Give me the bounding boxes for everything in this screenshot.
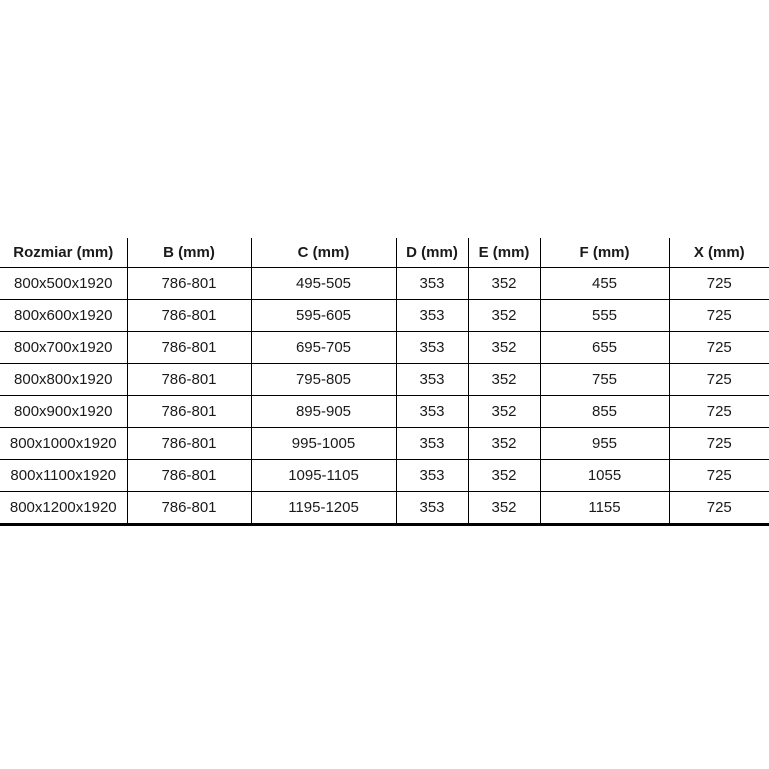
table-row: 800x600x1920 786-801 595-605 353 352 555 725 (0, 299, 769, 332)
table-cell: 725 (669, 299, 769, 332)
table-cell: 495-505 (251, 267, 397, 300)
table-cell: 595-605 (251, 299, 397, 332)
table-cell: 786-801 (127, 395, 252, 428)
table-cell: 786-801 (127, 427, 252, 460)
table-cell: 352 (468, 395, 541, 428)
table-cell: 955 (540, 427, 670, 460)
table-cell: 800x500x1920 (0, 267, 128, 300)
table-cell: 555 (540, 299, 670, 332)
table-cell: 855 (540, 395, 670, 428)
column-header: B (mm) (127, 238, 252, 268)
table-cell: 800x900x1920 (0, 395, 128, 428)
table-cell: 353 (396, 299, 469, 332)
table-row: 800x700x1920 786-801 695-705 353 352 655 725 (0, 331, 769, 364)
table-row: 800x1200x1920 786-801 1195-1205 353 352 1155 7… (0, 491, 769, 526)
table-header: Rozmiar (mm) B (mm) C (mm) D (mm) E (mm) F (m… (0, 238, 769, 268)
table-cell: 786-801 (127, 299, 252, 332)
table-cell: 353 (396, 459, 469, 492)
table-cell: 725 (669, 267, 769, 300)
table-cell: 352 (468, 363, 541, 396)
table-cell: 800x1000x1920 (0, 427, 128, 460)
column-header: D (mm) (396, 238, 469, 268)
column-header: E (mm) (468, 238, 541, 268)
table-cell: 1195-1205 (251, 491, 397, 526)
table-cell: 786-801 (127, 363, 252, 396)
table-cell: 352 (468, 459, 541, 492)
column-header: Rozmiar (mm) (0, 238, 128, 268)
table-cell: 725 (669, 331, 769, 364)
table-cell: 353 (396, 491, 469, 526)
table-cell: 755 (540, 363, 670, 396)
table-cell: 725 (669, 363, 769, 396)
table-cell: 800x600x1920 (0, 299, 128, 332)
table-cell: 1095-1105 (251, 459, 397, 492)
table-cell: 1155 (540, 491, 670, 526)
table-cell: 353 (396, 331, 469, 364)
table-cell: 895-905 (251, 395, 397, 428)
table-cell: 352 (468, 331, 541, 364)
table-cell: 352 (468, 267, 541, 300)
table-cell: 800x1100x1920 (0, 459, 128, 492)
dimensions-table: Rozmiar (mm) B (mm) C (mm) D (mm) E (mm) F (m… (0, 238, 769, 526)
table-cell: 786-801 (127, 459, 252, 492)
table-cell: 352 (468, 299, 541, 332)
table-cell: 725 (669, 395, 769, 428)
table-cell: 655 (540, 331, 670, 364)
column-header: X (mm) (669, 238, 769, 268)
table-cell: 455 (540, 267, 670, 300)
table-cell: 725 (669, 459, 769, 492)
table-cell: 786-801 (127, 267, 252, 300)
table-cell: 352 (468, 427, 541, 460)
table-cell: 786-801 (127, 331, 252, 364)
table-cell: 800x700x1920 (0, 331, 128, 364)
table-row: 800x500x1920 786-801 495-505 353 352 455 725 (0, 267, 769, 300)
table-cell: 695-705 (251, 331, 397, 364)
table-row: 800x900x1920 786-801 895-905 353 352 855 725 (0, 395, 769, 428)
table-cell: 353 (396, 267, 469, 300)
table-cell: 800x1200x1920 (0, 491, 128, 526)
column-header: F (mm) (540, 238, 670, 268)
table-cell: 725 (669, 427, 769, 460)
table-cell: 800x800x1920 (0, 363, 128, 396)
table-cell: 995-1005 (251, 427, 397, 460)
table-cell: 353 (396, 363, 469, 396)
table-cell: 795-805 (251, 363, 397, 396)
table-row: 800x1000x1920 786-801 995-1005 353 352 955 725 (0, 427, 769, 460)
table-row: 800x1100x1920 786-801 1095-1105 353 352 1055 7… (0, 459, 769, 492)
table-cell: 725 (669, 491, 769, 526)
table-cell: 353 (396, 427, 469, 460)
table-row: 800x800x1920 786-801 795-805 353 352 755 725 (0, 363, 769, 396)
table-cell: 353 (396, 395, 469, 428)
column-header: C (mm) (251, 238, 397, 268)
table-body: 800x500x1920 786-801 495-505 353 352 455 725 80… (0, 267, 769, 526)
table-cell: 786-801 (127, 491, 252, 526)
header-row: Rozmiar (mm) B (mm) C (mm) D (mm) E (mm) F (m… (0, 238, 769, 268)
table-cell: 1055 (540, 459, 670, 492)
table-cell: 352 (468, 491, 541, 526)
